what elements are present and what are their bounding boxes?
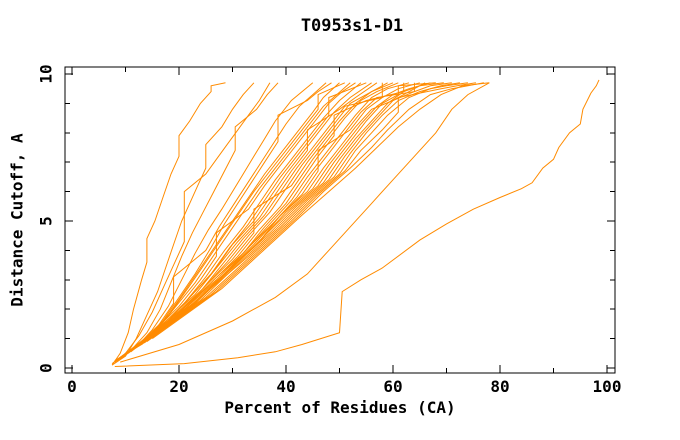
model-curve-4 [114,82,279,363]
model-curve-34 [120,82,490,363]
y-tick-label: 5 [37,216,56,226]
model-curve-8 [117,82,340,360]
model-curve-30 [143,82,468,344]
x-tick-label: 40 [276,377,295,396]
model-curve-31 [146,82,476,342]
model-curve-35 [114,79,600,367]
chart-title: T0953s1-D1 [300,16,404,36]
x-axis-label: Percent of Residues (CA) [224,398,456,417]
model-curve-10 [119,82,351,359]
model-curve-2 [111,82,255,366]
model-curve-28 [141,82,452,345]
model-curve-13 [122,82,367,357]
model-curve-15 [125,82,378,356]
model-curve-6 [114,82,327,362]
model-curve-1 [111,82,226,366]
model-curve-21 [130,82,410,351]
model-curve-32 [146,82,484,342]
model-curve-18 [127,82,394,353]
x-tick-label: 60 [383,377,402,396]
x-tick-label: 0 [67,377,77,396]
model-curve-20 [130,82,405,351]
y-tick-label: 0 [37,363,56,373]
model-curve-27 [138,82,444,347]
y-tick-label: 10 [37,64,56,83]
model-curve-29 [141,82,460,345]
model-curve-7 [117,82,332,361]
model-curve-33 [152,82,490,340]
model-curve-5 [114,82,314,363]
y-axis-label-text: Distance Cutoff, A [7,133,27,307]
x-tick-label: 100 [593,377,622,396]
x-tick-label: 20 [169,377,188,396]
model-curve-11 [119,82,356,359]
x-tick-label: 80 [490,377,509,396]
model-curve-3 [111,82,271,364]
model-curve-9 [119,82,346,360]
